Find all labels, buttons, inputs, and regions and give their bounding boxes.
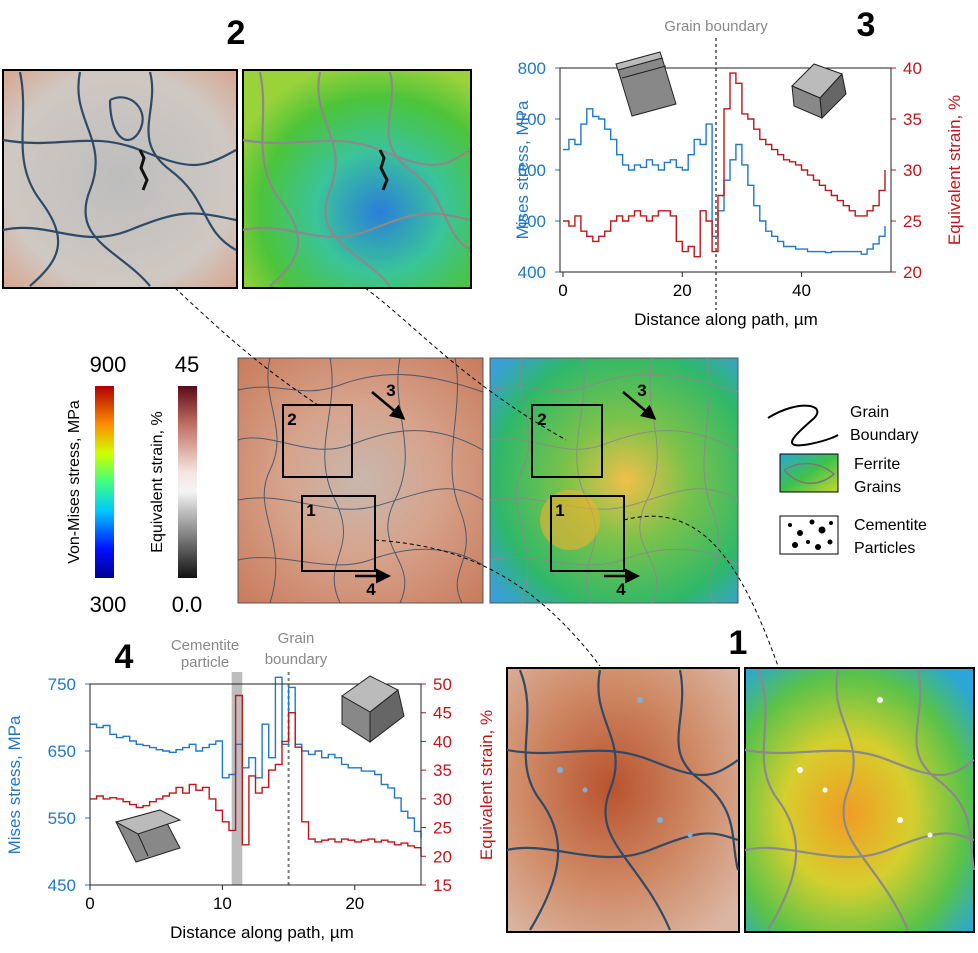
central-strain-arrow-3-label: 3	[637, 381, 646, 400]
colorbar-stress-min: 300	[90, 592, 127, 617]
panel-2-stress-map	[2, 69, 238, 289]
chart-4-ylabel-right: Equivalent strain, %	[477, 710, 496, 860]
chart-4-ytick-left-label: 750	[48, 675, 76, 694]
central-stress-box-2-label: 2	[287, 410, 296, 429]
colorbar-strain-label: Equivalent strain, %	[149, 411, 166, 552]
chart-4-ytick-right-label: 45	[433, 704, 452, 723]
chart-3-ytick-right-label: 20	[903, 263, 922, 282]
panel-2-strain-map	[242, 69, 472, 289]
colorbar-stress-label: Von-Mises stress, MPa	[66, 400, 83, 564]
central-stress-box-1-label: 1	[306, 501, 315, 520]
colorbar-strain: 45 0.0 Equivalent strain, %	[149, 352, 202, 617]
colorbar-stress: 900 300 Von-Mises stress, MPa	[66, 352, 126, 617]
chart-4-ytick-left-label: 550	[48, 809, 76, 828]
central-stress-box-1	[301, 495, 376, 572]
chart-3-ytick-right-label: 30	[903, 161, 922, 180]
chart-3-cube-right	[791, 63, 847, 120]
chart-4-xlabel: Distance along path, µm	[170, 923, 354, 942]
chart-3-series-strain	[563, 72, 886, 258]
chart-4-xtick-label: 0	[85, 894, 94, 913]
legend-cementite-2: Particles	[854, 540, 915, 557]
chart-3-ytick-left-label: 400	[518, 263, 546, 282]
colorbar-strain-min: 0.0	[172, 592, 203, 617]
chart-4-series-stress	[90, 676, 422, 839]
chart-4-ytick-right-label: 40	[433, 732, 452, 751]
chart-4-cube-left	[114, 809, 182, 863]
legend: Grain Boundary Ferrite Grains Cementite …	[767, 404, 927, 557]
central-strain-arrow-4-label: 4	[616, 580, 626, 599]
panel-2-label: 2	[227, 14, 246, 52]
central-stress-map: 2 1 3 4	[237, 357, 484, 604]
chart-4-ytick-right-label: 35	[433, 761, 452, 780]
chart-4: 4 Cementite particle Grain boundary 0 10 2…	[5, 630, 496, 942]
central-strain-box-2	[531, 404, 603, 478]
chart-4-particle-band	[231, 672, 243, 885]
chart-4-ytick-left-label: 450	[48, 876, 76, 895]
central-strain-box-2-label: 2	[537, 410, 546, 429]
chart-4-ylabel-left: Mises stress, MPa	[5, 715, 24, 854]
central-stress-arrow-4-label: 4	[366, 580, 376, 599]
chart-3-xtick-label: 40	[792, 281, 811, 300]
chart-3-ylabel-right: Equivalent strain, %	[945, 95, 964, 245]
chart-4-plot: 0 10 20 450 550 650 750 15 20 25 30 35 40 45 50	[48, 672, 452, 913]
chart-3-ytick-right-label: 35	[903, 110, 922, 129]
chart-4-xtick-label: 20	[345, 894, 364, 913]
legend-ferrite-1: Ferrite	[854, 456, 900, 473]
chart-4-ytick-right-label: 20	[433, 847, 452, 866]
colorbar-strain-max: 45	[175, 352, 199, 377]
central-stress-arrow-3	[371, 391, 406, 420]
chart-4-ytick-right-label: 30	[433, 790, 452, 809]
chart-3-xtick-label: 20	[673, 281, 692, 300]
chart-4-xtick-label: 10	[213, 894, 232, 913]
chart-4-series-strain	[90, 694, 422, 857]
chart-4-frame	[89, 683, 422, 886]
panel-4-label: 4	[115, 638, 134, 676]
chart-4-boundary-annotation-1: Grain	[278, 630, 315, 647]
chart-3-ytick-left-label: 700	[518, 110, 546, 129]
chart-3-plot: 0 20 40 400 500 600 700 800 20 25 30 35 40	[518, 59, 922, 300]
central-stress-arrow-3-label: 3	[386, 381, 395, 400]
grain-boundary-icon	[767, 404, 839, 447]
chart-3-boundary-annotation: Grain boundary	[664, 18, 768, 35]
central-strain-box-1	[550, 495, 625, 572]
ferrite-grains-icon	[779, 453, 839, 493]
chart-3-ytick-left-label: 600	[518, 161, 546, 180]
panel-1-label: 1	[729, 624, 748, 662]
chart-4-ytick-right-label: 25	[433, 819, 452, 838]
chart-3-ytick-right-label: 40	[903, 59, 922, 78]
chart-3-xlabel: Distance along path, µm	[634, 310, 818, 329]
chart-3-ytick-left-label: 500	[518, 212, 546, 231]
chart-3-frame	[559, 67, 892, 273]
chart-3: 3 Grain boundary 0 20 40 400 500 600 700 800 20 2…	[513, 6, 964, 329]
legend-grain-boundary-1: Grain	[850, 404, 889, 421]
legend-grain-boundary-2: Boundary	[850, 427, 919, 444]
chart-4-boundary-annotation-2: boundary	[265, 651, 328, 668]
chart-4-ytick-right-label: 50	[433, 675, 452, 694]
chart-4-ytick-left-label: 650	[48, 742, 76, 761]
chart-4-cube-right	[341, 675, 405, 744]
chart-3-cube-left	[615, 51, 677, 117]
chart-4-particle-annotation-1: Cementite	[171, 637, 239, 654]
panel-1-stress-map	[506, 667, 740, 933]
chart-3-ytick-left-label: 800	[518, 59, 546, 78]
colorbar-stress-max: 900	[90, 352, 127, 377]
central-strain-arrow-3	[622, 391, 657, 420]
central-strain-box-1-label: 1	[555, 501, 564, 520]
chart-4-ytick-right-label: 15	[433, 876, 452, 895]
chart-3-ytick-right-label: 25	[903, 212, 922, 231]
central-strain-map: 2 1 3 4	[489, 357, 739, 604]
legend-ferrite-2: Grains	[854, 479, 901, 496]
chart-3-xtick-label: 0	[558, 281, 567, 300]
cementite-particles-icon	[779, 515, 839, 555]
chart-3-ylabel-left: Mises stress, MPa	[513, 100, 532, 239]
chart-4-particle-annotation-2: particle	[181, 654, 229, 671]
panel-3-label: 3	[857, 6, 876, 44]
legend-cementite-1: Cementite	[854, 517, 927, 534]
connector-lines	[174, 287, 779, 667]
panel-1-strain-map	[744, 667, 976, 933]
